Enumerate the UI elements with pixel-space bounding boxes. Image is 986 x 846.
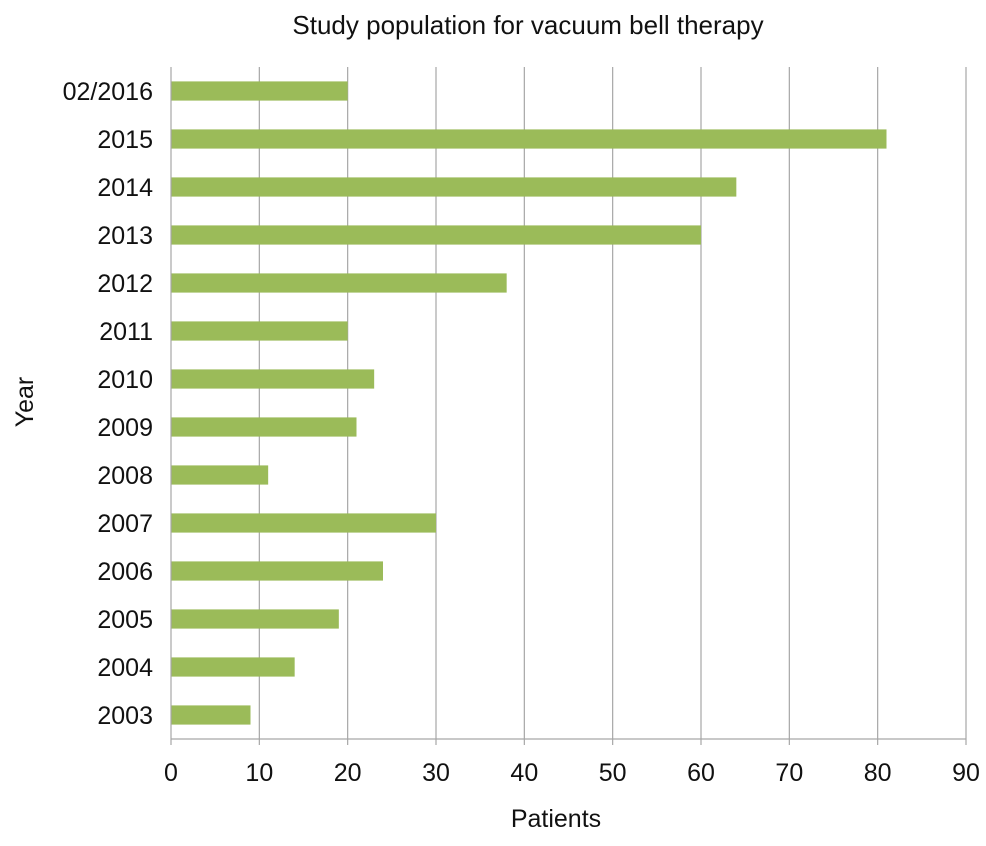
x-tick-label: 70 — [775, 759, 803, 787]
gridlines — [258, 67, 967, 739]
y-axis-title: Year — [11, 377, 39, 428]
category-label: 2015 — [97, 126, 153, 154]
bar — [171, 273, 507, 293]
x-tick-label: 50 — [599, 759, 627, 787]
bar — [171, 225, 701, 245]
x-tick-label: 0 — [164, 759, 178, 787]
category-label: 2014 — [97, 174, 153, 202]
bars — [171, 81, 887, 725]
category-label: 2011 — [99, 318, 153, 346]
bar — [171, 609, 339, 629]
axes — [170, 67, 967, 745]
bar — [171, 417, 357, 437]
bar — [171, 321, 348, 341]
category-label: 2004 — [97, 654, 153, 682]
category-label: 2003 — [97, 702, 153, 730]
category-label: 2005 — [97, 606, 153, 634]
category-labels: 02/2016 2015 2014 2013 2012 2011 2010 2009 2008 2… — [63, 78, 153, 730]
category-label: 02/2016 — [63, 78, 153, 106]
chart-title: Study population for vacuum bell therapy — [292, 10, 763, 40]
category-label: 2010 — [97, 366, 153, 394]
x-tick-label: 10 — [245, 759, 273, 787]
bar — [171, 705, 251, 725]
x-tick-label: 90 — [952, 759, 980, 787]
x-tick-label: 80 — [864, 759, 892, 787]
bar — [171, 465, 269, 485]
bar — [171, 369, 375, 389]
category-label: 2013 — [97, 222, 153, 250]
x-tick-label: 20 — [334, 759, 362, 787]
x-tick-labels: 0 10 20 30 40 50 60 70 80 90 — [164, 759, 980, 787]
bar — [171, 129, 887, 149]
bar — [171, 81, 348, 101]
bar — [171, 561, 383, 581]
category-label: 2007 — [97, 510, 153, 538]
bar — [171, 657, 295, 677]
bar — [171, 513, 436, 533]
category-label: 2008 — [97, 462, 153, 490]
x-tick-label: 40 — [510, 759, 538, 787]
category-label: 2009 — [97, 414, 153, 442]
x-tick-label: 60 — [687, 759, 715, 787]
x-axis-title: Patients — [511, 805, 601, 833]
category-label: 2006 — [97, 558, 153, 586]
category-label: 2012 — [97, 270, 153, 298]
bar — [171, 177, 737, 197]
x-tick-label: 30 — [422, 759, 450, 787]
